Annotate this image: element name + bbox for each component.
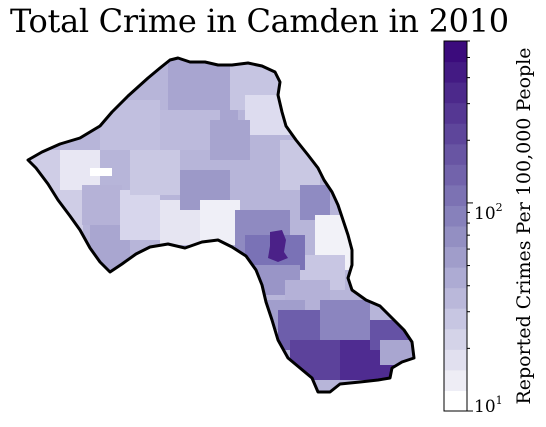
region-central-hotspot xyxy=(268,230,288,262)
colorbar-band xyxy=(444,349,467,371)
map-title: Total Crime in Camden in 2010 xyxy=(10,2,509,40)
colorbar-band xyxy=(444,82,467,104)
colorbar-label: Reported Crimes Per 100,000 People xyxy=(513,47,535,404)
region-north-mid-2 xyxy=(210,120,250,160)
region-west-5 xyxy=(120,190,160,240)
region-west-7 xyxy=(130,150,180,195)
colorbar-band xyxy=(444,184,467,206)
colorbar-band xyxy=(444,61,467,83)
colorbar-bands xyxy=(444,41,467,412)
region-north-west xyxy=(100,100,160,150)
colorbar-frame xyxy=(443,40,468,412)
colorbar-band xyxy=(444,226,467,248)
colorbar-tick-label-10: 101 xyxy=(474,394,503,417)
colorbar-ticks xyxy=(467,40,473,412)
colorbar-band xyxy=(444,369,467,391)
colorbar-band xyxy=(444,205,467,227)
colorbar-band xyxy=(444,246,467,268)
map-outline xyxy=(26,56,416,394)
colorbar-band xyxy=(444,123,467,145)
colorbar-band xyxy=(444,308,467,330)
colorbar-band xyxy=(444,102,467,124)
colorbar-band xyxy=(444,164,467,186)
colorbar-band xyxy=(444,328,467,350)
colorbar-band xyxy=(444,41,467,63)
region-south-2 xyxy=(320,300,370,340)
colorbar-band xyxy=(444,143,467,165)
colorbar-band xyxy=(444,390,467,412)
colorbar-band xyxy=(444,267,467,289)
colorbar-tick-label-100: 102 xyxy=(474,201,503,224)
camden-choropleth-map xyxy=(26,56,416,394)
colorbar-band xyxy=(444,287,467,309)
map-fill xyxy=(28,58,414,392)
region-east-2 xyxy=(300,185,330,220)
region-west-9 xyxy=(200,200,240,245)
region-west-3 xyxy=(82,185,122,225)
region-white-patch xyxy=(90,168,112,176)
